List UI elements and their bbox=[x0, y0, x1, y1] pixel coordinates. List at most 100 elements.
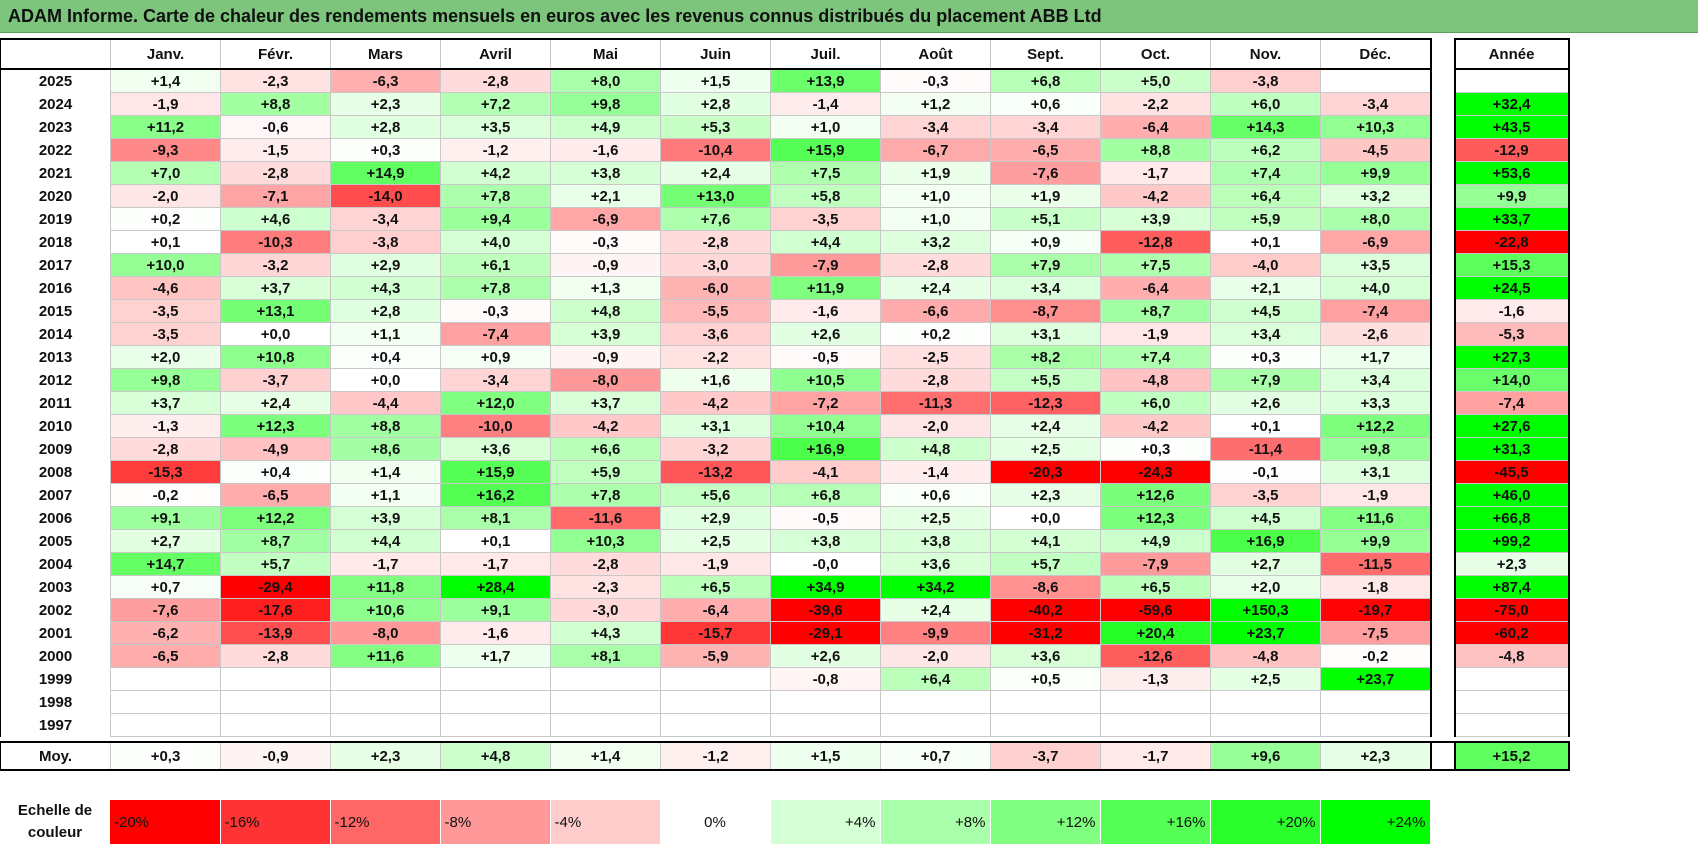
heatmap-cell: -8,0 bbox=[550, 368, 661, 392]
heatmap-cell bbox=[770, 713, 881, 737]
heatmap-cell: +11,8 bbox=[330, 575, 441, 599]
heatmap-cell: +23,7 bbox=[1210, 621, 1321, 645]
year-label: 1998 bbox=[0, 690, 111, 714]
year-row: 2013 +2,0 +10,8 +0,4 +0,9 -0,9 -2,2 -0,5 -2,5 +8,… bbox=[0, 345, 1570, 369]
heatmap-cell: +4,3 bbox=[330, 276, 441, 300]
year-label: 2020 bbox=[0, 184, 111, 208]
heatmap-cell: +23,7 bbox=[1320, 667, 1432, 691]
heatmap-cell: -0,3 bbox=[880, 68, 991, 93]
heatmap-cell: -6,4 bbox=[660, 598, 771, 622]
heatmap-cell: +8,6 bbox=[330, 437, 441, 461]
year-row: 1999 -0,8 +6,4 +0,5 -1,3 +2,5 +23,7 bbox=[0, 667, 1570, 691]
year-row: 2020 -2,0 -7,1 -14,0 +7,8 +2,1 +13,0 +5,8 +1,0 +1… bbox=[0, 184, 1570, 208]
column-gap bbox=[1430, 575, 1455, 599]
year-label: 2004 bbox=[0, 552, 111, 576]
heatmap-cell: +0,1 bbox=[1210, 414, 1321, 438]
heatmap-cell: +0,6 bbox=[880, 483, 991, 507]
heatmap-cell bbox=[550, 713, 661, 737]
heatmap-cell: -12,6 bbox=[1100, 644, 1211, 668]
heatmap-cell: +6,0 bbox=[1210, 92, 1321, 116]
heatmap-cell bbox=[660, 690, 771, 714]
heatmap-cell bbox=[110, 713, 221, 737]
heatmap-cell: +7,0 bbox=[110, 161, 221, 185]
heatmap-cell: -20,3 bbox=[990, 460, 1101, 484]
column-gap bbox=[1430, 138, 1455, 162]
heatmap-cell: +4,1 bbox=[990, 529, 1101, 553]
year-total-cell: -22,8 bbox=[1453, 230, 1570, 254]
heatmap-cell: +9,8 bbox=[110, 368, 221, 392]
heatmap-cell: -3,5 bbox=[770, 207, 881, 231]
heatmap-cell: +3,5 bbox=[1320, 253, 1432, 277]
heatmap-cell: +6,1 bbox=[440, 253, 551, 277]
heatmap-cell: -2,5 bbox=[880, 345, 991, 369]
heatmap-cell: +14,3 bbox=[1210, 115, 1321, 139]
heatmap-cell: +2,1 bbox=[550, 184, 661, 208]
heatmap-cell: -7,9 bbox=[1100, 552, 1211, 576]
heatmap-cell: +4,8 bbox=[550, 299, 661, 323]
heatmap-cell: +4,4 bbox=[770, 230, 881, 254]
heatmap-cell: -7,5 bbox=[1320, 621, 1432, 645]
year-row: 2021 +7,0 -2,8 +14,9 +4,2 +3,8 +2,4 +7,5 +1,9 -7,… bbox=[0, 161, 1570, 185]
heatmap-cell: +8,2 bbox=[990, 345, 1101, 369]
heatmap-cell: +12,2 bbox=[1320, 414, 1432, 438]
month-header: Avril bbox=[440, 38, 551, 70]
heatmap-cell: -7,6 bbox=[990, 161, 1101, 185]
heatmap-cell: -3,2 bbox=[660, 437, 771, 461]
heatmap-cell: +7,9 bbox=[1210, 368, 1321, 392]
column-gap bbox=[1430, 299, 1455, 323]
heatmap-cell: +1,1 bbox=[330, 322, 441, 346]
heatmap-cell: +1,4 bbox=[110, 68, 221, 93]
color-scale-swatch: 0% bbox=[660, 800, 771, 844]
column-gap bbox=[1430, 39, 1455, 69]
heatmap-cell: +12,3 bbox=[220, 414, 331, 438]
heatmap-cell: +3,1 bbox=[990, 322, 1101, 346]
heatmap-cell: -11,3 bbox=[880, 391, 991, 415]
color-scale-swatch: +16% bbox=[1100, 800, 1211, 844]
year-row: 2016 -4,6 +3,7 +4,3 +7,8 +1,3 -6,0 +11,9 +2,4 +3,… bbox=[0, 276, 1570, 300]
column-gap bbox=[1430, 345, 1455, 369]
year-row: 2004 +14,7 +5,7 -1,7 -1,7 -2,8 -1,9 -0,0 +3,6 +5,… bbox=[0, 552, 1570, 576]
heatmap-cell: +8,8 bbox=[330, 414, 441, 438]
heatmap-cell: -4,2 bbox=[1100, 184, 1211, 208]
heatmap-cell: -13,9 bbox=[220, 621, 331, 645]
heatmap-cell: -3,4 bbox=[440, 368, 551, 392]
heatmap-cell bbox=[1210, 690, 1321, 714]
heatmap-cell: -7,6 bbox=[110, 598, 221, 622]
heatmap-cell: +7,6 bbox=[660, 207, 771, 231]
heatmap-cell: +0,6 bbox=[990, 92, 1101, 116]
heatmap-cell: +12,0 bbox=[440, 391, 551, 415]
heatmap-cell: -8,0 bbox=[330, 621, 441, 645]
heatmap-cell: +20,4 bbox=[1100, 621, 1211, 645]
heatmap-cell: -2,3 bbox=[550, 575, 661, 599]
heatmap-cell: -7,4 bbox=[440, 322, 551, 346]
heatmap-cell: +10,4 bbox=[770, 414, 881, 438]
month-header: Déc. bbox=[1320, 38, 1432, 70]
heatmap-cell: -29,4 bbox=[220, 575, 331, 599]
heatmap-cell: +10,0 bbox=[110, 253, 221, 277]
heatmap-cell: +2,7 bbox=[1210, 552, 1321, 576]
year-header: Année bbox=[1453, 38, 1570, 70]
year-total-cell: +99,2 bbox=[1453, 529, 1570, 553]
color-scale-swatch: -8% bbox=[440, 800, 551, 844]
heatmap-cell: +1,0 bbox=[880, 184, 991, 208]
month-header: Janv. bbox=[110, 38, 221, 70]
chart-title: ADAM Informe. Carte de chaleur des rende… bbox=[8, 6, 1102, 26]
heatmap-cell bbox=[110, 690, 221, 714]
column-gap bbox=[1430, 207, 1455, 231]
heatmap-cell: -4,0 bbox=[1210, 253, 1321, 277]
heatmap-cell: +8,7 bbox=[1100, 299, 1211, 323]
year-total-cell: +46,0 bbox=[1453, 483, 1570, 507]
heatmap-cell: +5,0 bbox=[1100, 68, 1211, 93]
heatmap-cell: -2,8 bbox=[660, 230, 771, 254]
color-scale-swatch: +20% bbox=[1210, 800, 1321, 844]
average-cell: +0,7 bbox=[880, 741, 991, 771]
heatmap-cell: -3,2 bbox=[220, 253, 331, 277]
heatmap-cell bbox=[660, 667, 771, 691]
heatmap-cell: -6,0 bbox=[660, 276, 771, 300]
heatmap-cell bbox=[880, 713, 991, 737]
color-scale-swatch: +12% bbox=[990, 800, 1101, 844]
heatmap-cell: +2,8 bbox=[660, 92, 771, 116]
heatmap-cell: +8,8 bbox=[1100, 138, 1211, 162]
heatmap-cell: -0,3 bbox=[440, 299, 551, 323]
year-total-cell: +27,3 bbox=[1453, 345, 1570, 369]
